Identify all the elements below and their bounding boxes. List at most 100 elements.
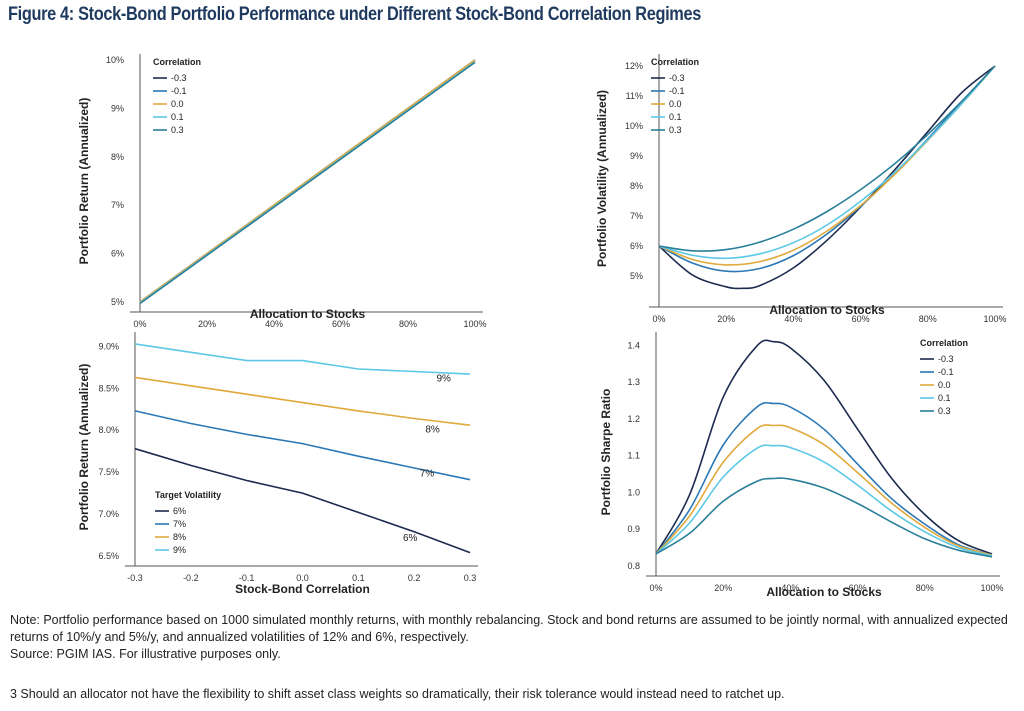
series-line-9% [134,343,471,375]
y-tick-label: 6% [111,249,124,259]
x-tick-label: 0.1 [352,573,365,583]
y-tick-label: 1.2 [627,414,640,424]
x-tick-label: 20% [717,314,735,324]
chart-bottom-left-svg: 6.5% 7.0% 7.5% 8.0% 8.5% 9.0% -0.3 -0.2 -0.1 0.0 0… [77,332,478,596]
x-tick-label: 80% [399,319,417,329]
source-text: Source: PGIM IAS. For illustrative purpo… [10,647,281,661]
x-tick-label: 0.0 [296,573,309,583]
y-tick-label: 1.3 [627,377,640,387]
x-tick-label: 60% [852,314,870,324]
x-tick-label: 100% [980,583,1003,593]
x-tick-label: 80% [919,314,937,324]
y-tick-label: 7.0% [98,509,119,519]
y-tick-label: 8.5% [98,383,119,393]
chart-top-right-svg: 5% 6% 7% 8% 9% 10% 11% 12% 0% 20% 40% 60% 80% 100% All… [595,54,1007,324]
x-tick-label: 20% [198,319,216,329]
y-tick-label: 0.9 [627,524,640,534]
note-text: Note: Portfolio performance based on 100… [10,613,1008,644]
chart-top-left: 5% 6% 7% 8% 9% 10% 0% 20% 40% 60% 80% 100% Allocatio… [0,40,500,329]
x-tick-label: 60% [849,583,867,593]
legend-title: Correlation [651,57,699,67]
y-tick-label: 9% [630,151,643,161]
legend-label--0.1: -0.1 [938,367,954,377]
y-tick-label: 5% [630,271,643,281]
series-line-7% [134,410,471,481]
x-axis-title: Allocation to Stocks [250,307,366,321]
y-tick-label: 7% [630,211,643,221]
x-axis-title: Stock-Bond Correlation [235,582,370,596]
series-line--0.1 [655,401,993,556]
legend-label-0.1: 0.1 [669,112,682,122]
y-tick-label: 1.4 [627,340,640,350]
series-label-7%: 7% [420,468,435,479]
x-tick-label: 60% [332,319,350,329]
legend-label-9%: 9% [173,545,186,555]
series-line--0.1 [658,65,996,273]
y-tick-label: 11% [626,91,643,101]
legend-label--0.3: -0.3 [938,354,954,364]
legend-label-0.3: 0.3 [171,125,184,135]
series-line--0.3 [655,339,993,555]
y-tick-label: 9% [111,103,124,113]
x-tick-label: 40% [784,314,802,324]
legend-label--0.3: -0.3 [171,73,187,83]
series-line-0.0 [655,424,993,556]
series-label-8%: 8% [425,425,440,436]
series-label-6%: 6% [403,533,418,544]
legend-title: Correlation [153,57,201,67]
y-tick-label: 8% [630,181,643,191]
legend-label-8%: 8% [173,532,186,542]
x-tick-label: 100% [463,319,486,329]
chart-bottom-right-svg: 0.8 0.9 1.0 1.1 1.2 1.3 1.4 0% 20% 40% 60% 80% 100% A… [599,332,1004,599]
series-line-6% [134,447,471,554]
y-tick-label: 0.8 [627,561,640,571]
x-axis-title: Allocation to Stocks [769,303,885,317]
series-line-0.3 [139,61,476,305]
y-tick-label: 6.5% [98,551,119,561]
legend-label-0.0: 0.0 [938,380,951,390]
y-tick-label: 10% [625,121,643,131]
chart-top-right: 5% 6% 7% 8% 9% 10% 11% 12% 0% 20% 40% 60% 80% 100% All… [518,40,1018,325]
x-axis-title: Allocation to Stocks [766,585,882,599]
series-line-0.3 [658,65,996,252]
legend-label-0.3: 0.3 [669,125,682,135]
footnote-text: 3 Should an allocator not have the flexi… [10,687,785,701]
x-tick-label: -0.3 [127,573,143,583]
y-tick-label: 5% [111,297,124,307]
legend-label-0.0: 0.0 [171,99,184,109]
legend-title: Target Volatility [155,490,221,500]
y-tick-label: 6% [630,241,643,251]
series-label-9%: 9% [437,374,452,385]
legend-label--0.1: -0.1 [669,86,685,96]
chart-bottom-left: 6.5% 7.0% 7.5% 8.0% 8.5% 9.0% -0.3 -0.2 -0.1 0.0 0… [0,328,500,606]
chart-bottom-right: 0.8 0.9 1.0 1.1 1.2 1.3 1.4 0% 20% 40% 60% 80% 100% A… [518,328,1018,606]
x-tick-label: 0.2 [408,573,421,583]
x-tick-label: 40% [781,583,799,593]
x-tick-label: 0% [652,314,665,324]
y-tick-label: 7% [111,200,124,210]
x-tick-label: 40% [265,319,283,329]
legend-label-0.1: 0.1 [938,393,951,403]
y-tick-label: 12% [625,61,643,71]
legend-label-7%: 7% [173,519,186,529]
x-tick-label: 100% [983,314,1006,324]
x-tick-label: 0% [133,319,146,329]
y-tick-label: 9.0% [98,341,119,351]
y-axis-title: Portfolio Return (Annualized) [77,98,91,265]
y-tick-label: 8.0% [98,425,119,435]
y-axis-title: Portfolio Sharpe Ratio [599,389,613,516]
figure-notes: Note: Portfolio performance based on 100… [10,612,1015,663]
x-tick-label: 80% [916,583,934,593]
y-axis-title: Portfolio Volatility (Annualized) [595,90,609,267]
x-tick-label: -0.2 [183,573,199,583]
x-tick-label: -0.1 [239,573,255,583]
legend-label-0.3: 0.3 [938,406,951,416]
series-line-0.1 [658,65,996,260]
y-tick-label: 1.1 [627,451,640,461]
series-line-0.1 [655,444,993,557]
y-axis-title: Portfolio Return (Annualized) [77,364,91,531]
series-line-0.0 [658,65,996,266]
y-tick-label: 7.5% [98,467,119,477]
figure-title: Figure 4: Stock-Bond Portfolio Performan… [8,4,701,25]
legend-label-0.0: 0.0 [669,99,682,109]
